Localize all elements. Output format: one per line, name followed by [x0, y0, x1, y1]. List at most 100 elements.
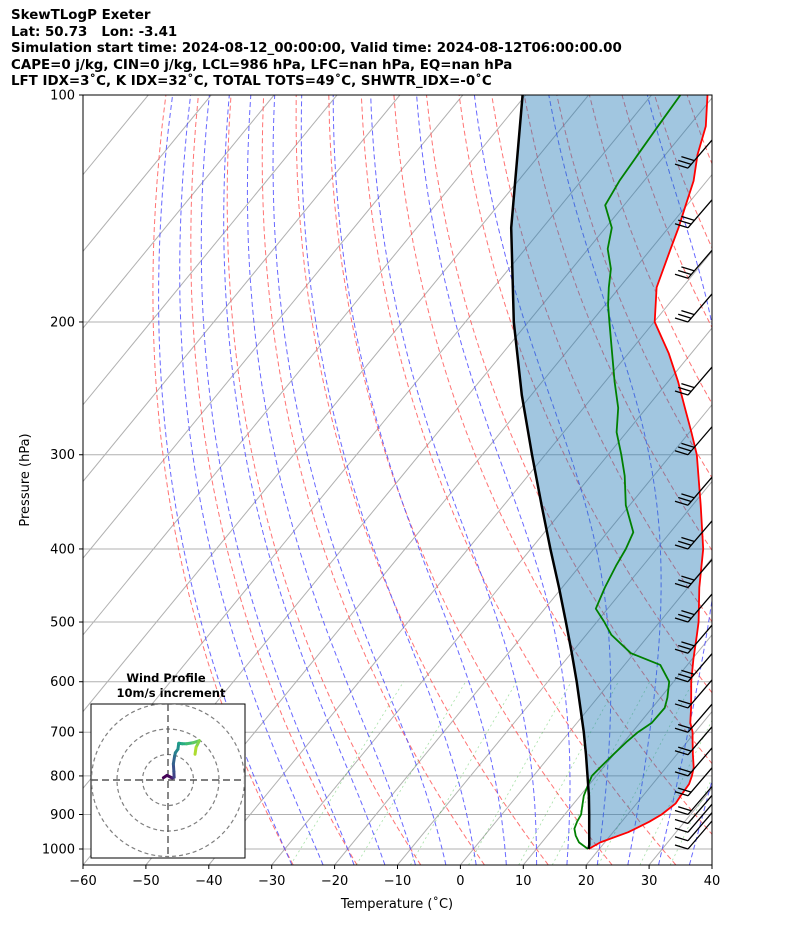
barb-staff	[687, 803, 713, 833]
barb-feather	[674, 223, 689, 229]
isotherm-line	[208, 250, 712, 865]
isotherm-line	[522, 634, 712, 865]
indices-line-1: CAPE=0 j/kg, CIN=0 j/kg, LCL=986 hPa, LF…	[11, 57, 513, 73]
barb-feather	[674, 648, 689, 654]
barb-staff	[687, 624, 713, 654]
dry-adiabat	[491, 95, 712, 623]
barb-feather	[674, 836, 689, 842]
x-tick-label: 0	[456, 874, 464, 889]
wind-barb	[674, 803, 713, 833]
barb-feather	[678, 723, 692, 730]
isotherm-line	[83, 95, 401, 483]
y-axis-label: Pressure (hPa)	[18, 433, 33, 526]
moist-adiabat	[223, 95, 386, 865]
dry-adiabat	[152, 95, 294, 865]
barb-staff	[687, 703, 713, 733]
barb-feather	[674, 317, 689, 323]
dry-adiabat	[393, 95, 712, 835]
barb-feather	[681, 641, 695, 647]
x-tick-label: −30	[258, 874, 285, 889]
barb-feather	[674, 677, 689, 683]
background-lines	[83, 95, 794, 865]
barb-staff	[687, 249, 713, 279]
barb-feather	[674, 844, 689, 850]
x-tick-label: −20	[321, 874, 348, 889]
parcel-path-line	[509, 95, 591, 850]
barb-feather	[681, 493, 695, 499]
barb-feather	[674, 163, 689, 169]
wind-barb	[674, 199, 713, 229]
barb-feather	[681, 383, 695, 389]
barb-feather	[678, 579, 692, 585]
barb-feather	[674, 827, 689, 833]
x-tick-label: 10	[515, 874, 532, 889]
dry-adiabat	[785, 95, 794, 865]
barb-feather	[678, 159, 692, 165]
moist-adiabat	[720, 95, 794, 865]
barb-staff	[687, 293, 713, 323]
barb-feather	[674, 809, 689, 816]
dry-adiabat	[295, 95, 549, 865]
location-line: Lat: 50.73 Lon: -3.41	[11, 24, 178, 40]
wind-barb	[674, 366, 713, 396]
barb-feather	[678, 313, 692, 319]
mixing-ratio-line	[355, 681, 467, 865]
mixing-ratio-line	[410, 681, 517, 865]
barb-feather	[674, 582, 689, 589]
moist-adiabat	[246, 95, 416, 865]
barb-feather	[681, 536, 695, 543]
isotherm-line	[775, 95, 794, 865]
y-tick-label: 200	[50, 315, 75, 330]
barb-feather	[678, 613, 692, 619]
moist-adiabat	[332, 95, 507, 865]
isotherm-line	[83, 95, 212, 253]
dry-adiabat	[426, 95, 712, 765]
barb-feather	[678, 806, 692, 812]
barb-staff	[687, 726, 713, 756]
barb-feather	[678, 269, 692, 276]
dry-adiabat	[226, 95, 422, 865]
barb-staff	[687, 767, 713, 797]
barb-feather	[674, 544, 689, 550]
isotherm-line	[460, 557, 712, 865]
barb-feather	[681, 669, 695, 675]
barb-feather	[678, 699, 692, 705]
x-tick-label: −50	[132, 874, 159, 889]
time-line: Simulation start time: 2024-08-12_00:00:…	[11, 41, 622, 56]
wind-barb	[674, 559, 713, 589]
wind-barb	[674, 139, 713, 169]
parcel-shaded-area	[511, 95, 708, 849]
wind-barbs	[674, 139, 713, 850]
wind-barb	[674, 426, 713, 456]
barb-feather	[681, 610, 695, 616]
isotherm-line	[145, 173, 712, 865]
indices-line-2: LFT IDX=3˚C, K IDX=32˚C, TOTAL TOTS=49˚C…	[11, 74, 492, 89]
wind-barb	[674, 767, 713, 797]
barb-feather	[674, 703, 689, 709]
barb-staff	[687, 366, 713, 396]
barb-feather	[674, 818, 689, 825]
barb-feather	[681, 309, 695, 316]
chart-header: SkewTLogP Exeter Lat: 50.73 Lon: -3.41 S…	[11, 8, 622, 91]
isotherm-line	[83, 95, 275, 329]
barb-feather	[674, 750, 689, 756]
wind-barb	[674, 747, 713, 777]
barb-feather	[681, 156, 695, 162]
moist-adiabat	[300, 95, 477, 865]
isotherm-line	[83, 95, 338, 406]
moist-adiabat	[416, 95, 571, 865]
temperature-line	[588, 95, 709, 850]
y-tick-label: 600	[50, 675, 75, 690]
y-tick-label: 100	[50, 89, 75, 104]
barb-feather	[678, 673, 692, 679]
barb-staff	[687, 812, 713, 842]
isotherm-line	[585, 710, 712, 865]
barb-feather	[674, 771, 689, 777]
barb-feather	[678, 746, 692, 752]
wind-barb	[674, 520, 713, 550]
wind-barb	[674, 703, 713, 733]
barb-feather	[678, 446, 692, 452]
wind-barb	[674, 679, 713, 709]
